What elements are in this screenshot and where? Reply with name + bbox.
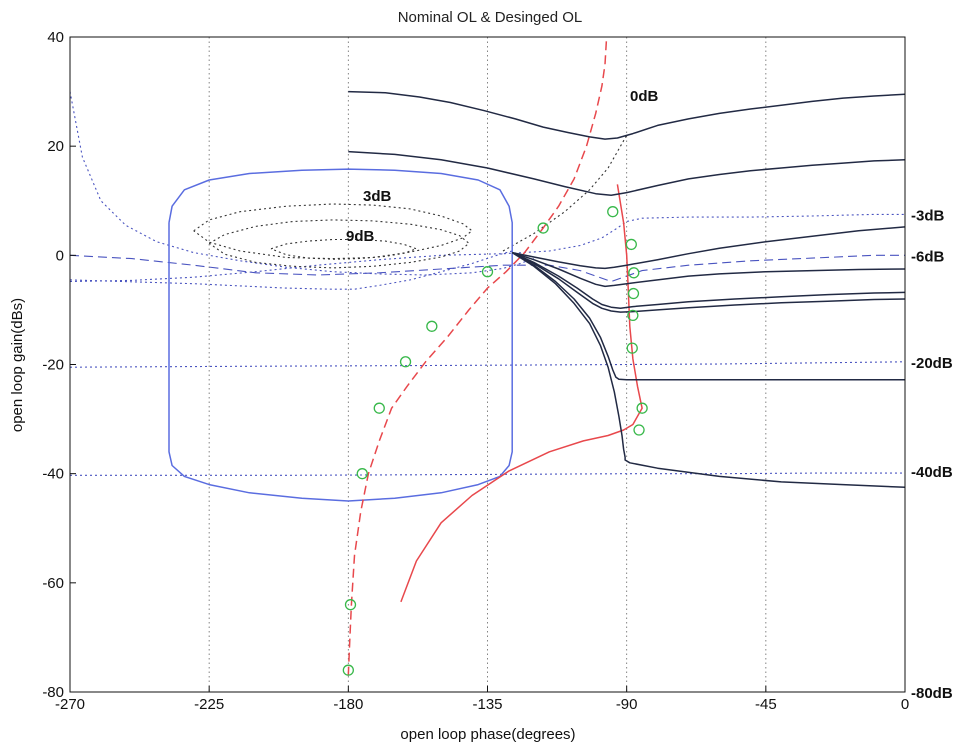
series-line-10 [511, 251, 906, 489]
contour-label-0db: 0dB [630, 88, 659, 105]
x-axis-label: open loop phase(degrees) [400, 726, 575, 743]
series-line-1 [347, 36, 608, 676]
contour-3 [69, 361, 906, 368]
y-tick-label: 20 [47, 138, 64, 155]
right-edge-labels: -3dB -6dB -20dB -40dB -80dB [911, 207, 953, 702]
y-tick-label: -60 [42, 575, 64, 592]
contour-5 [69, 91, 535, 276]
right-edge-label: -6dB [911, 248, 945, 265]
y-tick-label: 40 [47, 29, 64, 46]
marker-point-10 [628, 267, 640, 279]
series-line-5 [512, 226, 906, 270]
series-line-0 [168, 168, 513, 502]
contour-2 [69, 250, 513, 290]
right-edge-label: -40dB [911, 464, 953, 481]
closed-loop-contours [69, 91, 906, 476]
x-tick-label: -135 [472, 696, 502, 713]
series-line-8 [511, 251, 906, 313]
right-edge-label: -3dB [911, 207, 945, 224]
marker-point-1 [344, 599, 357, 611]
marker-point-13 [626, 342, 638, 354]
y-tick-label: -80 [42, 684, 64, 701]
series-lines [168, 36, 906, 676]
contour-7 [208, 219, 470, 269]
y-tick-label: -20 [42, 357, 64, 374]
series-line-9 [511, 251, 905, 381]
marker-point-7 [537, 222, 549, 234]
x-tick-label: -45 [755, 696, 777, 713]
marker-point-0 [342, 664, 354, 676]
series-line-6 [511, 251, 906, 288]
grid [208, 37, 767, 692]
y-tick-label: 0 [56, 247, 64, 264]
x-tick-label: -90 [616, 696, 638, 713]
y-tick-label: -40 [42, 466, 64, 483]
contour-4 [70, 472, 905, 476]
x-tick-label: -225 [194, 696, 224, 713]
x-axis-ticks: -270 -225 -180 -135 -90 -45 0 [55, 686, 909, 713]
y-axis-label: open loop gain(dBs) [9, 298, 26, 432]
marker-point-11 [627, 287, 640, 300]
contour-8 [270, 238, 419, 260]
marker-point-15 [633, 424, 645, 436]
right-edge-label: -20dB [911, 355, 953, 372]
contour-6 [193, 203, 473, 260]
marker-point-2 [356, 468, 368, 480]
series-line-4 [348, 150, 906, 197]
marker-point-8 [607, 206, 619, 218]
marker-point-3 [373, 402, 385, 414]
marker-point-14 [636, 402, 648, 414]
marker-point-6 [481, 266, 494, 278]
series-line-2 [400, 184, 643, 603]
contour-0 [69, 213, 905, 283]
x-tick-label: -270 [55, 696, 85, 713]
contour-label-3db: 3dB [363, 188, 392, 205]
x-tick-label: 0 [901, 696, 909, 713]
marker-point-5 [426, 320, 438, 332]
contour-label-9db: 9dB [346, 228, 375, 245]
right-edge-label: -80dB [911, 685, 953, 702]
plot-frame [69, 36, 906, 693]
markers [342, 206, 648, 676]
x-tick-label: -180 [333, 696, 363, 713]
contour-9 [502, 135, 628, 252]
y-axis-ticks: -80 -60 -40 -20 0 20 40 [42, 29, 76, 701]
series-line-7 [511, 251, 906, 310]
marker-point-9 [625, 238, 637, 251]
marker-point-12 [627, 309, 639, 322]
series-line-3 [348, 90, 906, 140]
chart-title: Nominal OL & Desinged OL [398, 9, 583, 26]
marker-point-4 [399, 356, 412, 368]
